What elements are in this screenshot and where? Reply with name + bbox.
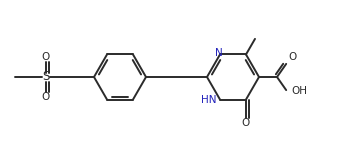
Text: HN: HN [201,94,216,105]
Text: O: O [242,117,250,128]
Text: O: O [42,52,50,62]
Text: N: N [215,48,223,58]
Text: OH: OH [291,86,307,96]
Text: O: O [42,92,50,102]
Text: S: S [42,70,50,84]
Text: O: O [288,52,296,62]
